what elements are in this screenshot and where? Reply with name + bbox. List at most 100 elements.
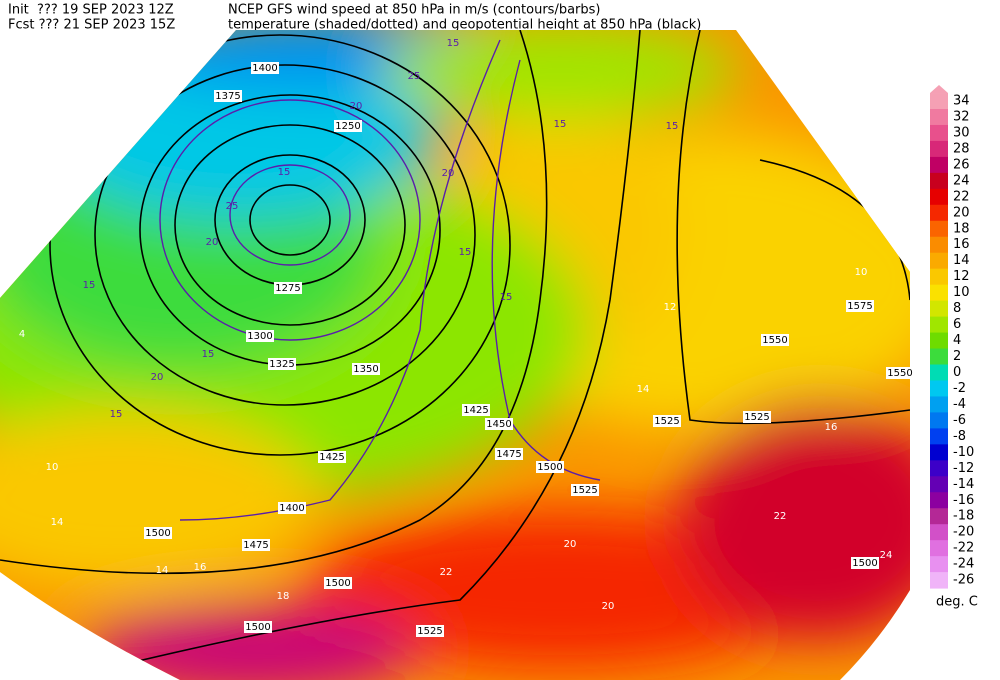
height-label-box [246,330,274,342]
colorbar-swatch [930,188,948,206]
height-label-box [352,363,380,375]
height-label: 1525 [654,416,679,427]
colorbar-label: -12 [953,461,974,476]
colorbar-label: 26 [953,157,970,172]
colorbar-swatch [930,140,948,158]
colorbar-swatch [930,492,948,509]
wind-label: 20 [350,101,363,112]
height-label: 1425 [319,452,344,463]
height-label: 1500 [537,462,562,473]
height-contours [0,30,910,680]
colorbar-swatch [930,572,948,589]
height-label: 1525 [572,485,597,496]
height-label-box [571,484,599,496]
colorbar-swatch [930,124,948,142]
temperature-label: 20 [564,539,577,550]
temperature-label: 18 [277,591,290,602]
colorbar-swatch [930,236,948,254]
colorbar-label: -4 [953,397,966,412]
colorbar-label: 18 [953,221,970,236]
colorbar-swatch [930,524,948,541]
wind-label: 15 [110,409,123,420]
colorbar-swatch [930,396,948,413]
height-label-box [462,404,490,416]
colorbar-swatch [930,93,948,110]
height-label: 1475 [496,449,521,460]
height-label-box [485,418,513,430]
colorbar-swatch [930,460,948,477]
height-label: 1400 [279,503,304,514]
temperature-label: 4 [19,329,25,340]
height-label-box [653,415,681,427]
temperature-label: 12 [664,302,677,313]
colorbar-swatch [930,316,948,334]
colorbar-swatch [930,444,948,461]
temperature-label: 24 [880,550,893,561]
colorbar-swatch [930,172,948,190]
wind-label: 15 [459,247,472,258]
colorbar-label: -14 [953,477,974,492]
wind-label: 25 [226,201,239,212]
colorbar-label: 6 [953,317,961,332]
temperature-label: 20 [602,601,615,612]
height-label: 1300 [247,331,272,342]
height-label: 1500 [852,558,877,569]
height-label-box [851,557,879,569]
height-label: 1500 [245,622,270,633]
colorbar-label: 14 [953,253,970,268]
colorbar-label: -18 [953,509,974,524]
temperature-label: 16 [825,422,838,433]
colorbar-label: -2 [953,381,966,396]
height-label: 1375 [215,91,240,102]
temperature-label: 22 [440,567,453,578]
colorbar-label: -24 [953,557,974,572]
map-title: NCEP GFS wind speed at 850 hPa in m/s (c… [228,3,601,18]
colorbar: 3432302826242220181614121086420-2-4-6-8-… [930,85,974,589]
colorbar-arrow [930,85,948,93]
height-label-box [268,358,296,370]
colorbar-swatch [930,364,948,381]
temperature-label: 14 [637,384,650,395]
colorbar-unit: deg. C [936,595,978,610]
colorbar-label: 16 [953,237,970,252]
height-label-box [416,625,444,637]
colorbar-label: -6 [953,413,966,428]
colorbar-swatch [930,252,948,270]
colorbar-label: -10 [953,445,974,460]
height-label: 1275 [275,283,300,294]
height-label-box [144,527,172,539]
colorbar-label: 12 [953,269,970,284]
temperature-label: 14 [51,517,64,528]
colorbar-label: -20 [953,525,974,540]
colorbar-label: 20 [953,205,970,220]
wind-label: 20 [442,168,455,179]
height-label-box [495,448,523,460]
colorbar-swatch [930,508,948,525]
temperature-label: 10 [46,462,59,473]
colorbar-swatch [930,268,948,286]
init-time: Init ??? 19 SEP 2023 12Z [8,3,174,18]
colorbar-swatch [930,332,948,350]
wind-label: 15 [83,280,96,291]
wind-label: 15 [500,292,513,303]
colorbar-label: 24 [953,173,970,188]
colorbar-label: 8 [953,301,961,316]
colorbar-swatch [930,412,948,429]
height-label: 1500 [145,528,170,539]
wind-label: 15 [202,349,215,360]
colorbar-swatch [930,476,948,493]
height-label-box [536,461,564,473]
colorbar-swatch [930,348,948,366]
temperature-label: 10 [855,267,868,278]
temperature-label: 16 [194,562,207,573]
wind-label: 15 [666,121,679,132]
temperature-label: 14 [156,565,169,576]
colorbar-label: 32 [953,109,970,124]
colorbar-swatch [930,220,948,238]
height-label-box [278,502,306,514]
forecast-time: Fcst ??? 21 SEP 2023 15Z [8,18,175,33]
height-label: 1575 [847,301,872,312]
colorbar-label: 30 [953,125,970,140]
map-area [0,30,910,680]
wind-label: 15 [554,119,567,130]
